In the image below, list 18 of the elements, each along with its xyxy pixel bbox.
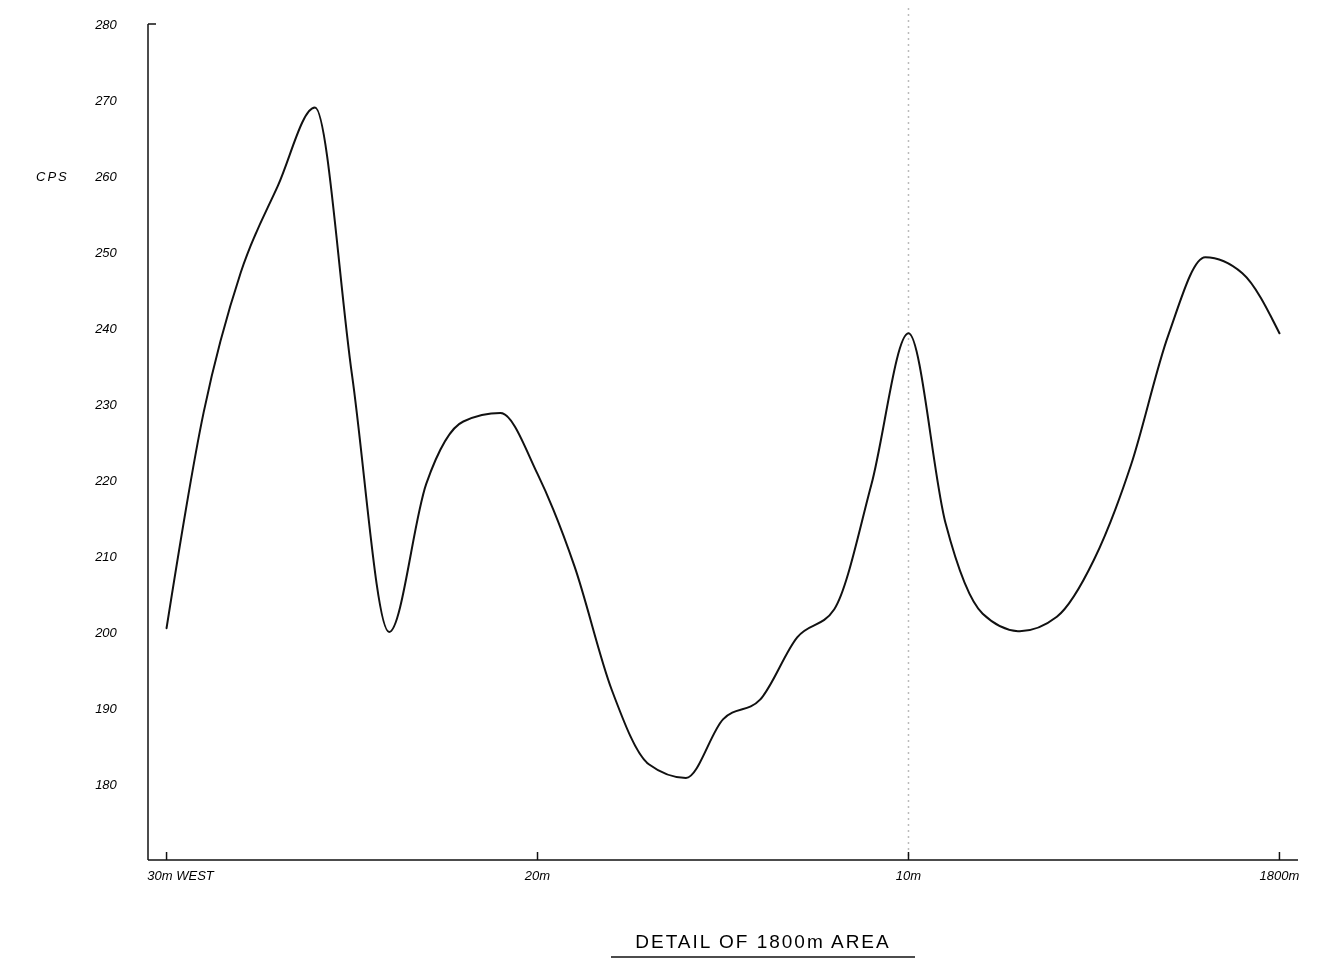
y-tick-label: 230 [94, 396, 118, 412]
y-axis-title: CPS [36, 168, 69, 184]
line-series [165, 106, 1281, 779]
y-tick-label: 210 [94, 548, 118, 564]
x-tick-label: 1800m [1259, 868, 1300, 883]
text: DETAIL OF 1800m AREA [635, 931, 891, 952]
y-tick-label: 270 [94, 92, 118, 108]
y-tick-label: 180 [95, 776, 118, 792]
x-tick-label: 20m [523, 868, 551, 883]
x-tick-label: 10m [895, 868, 922, 883]
y-tick-label: 280 [94, 16, 118, 32]
y-tick-label: 260 [94, 168, 118, 184]
y-tick-label: 190 [95, 700, 118, 716]
y-tick-label: 240 [94, 320, 118, 336]
y-tick-label: 250 [94, 244, 118, 260]
y-tick-label: 200 [94, 624, 118, 640]
y-tick-label: 220 [94, 472, 118, 488]
x-tick-label: 30m WEST [147, 868, 215, 883]
